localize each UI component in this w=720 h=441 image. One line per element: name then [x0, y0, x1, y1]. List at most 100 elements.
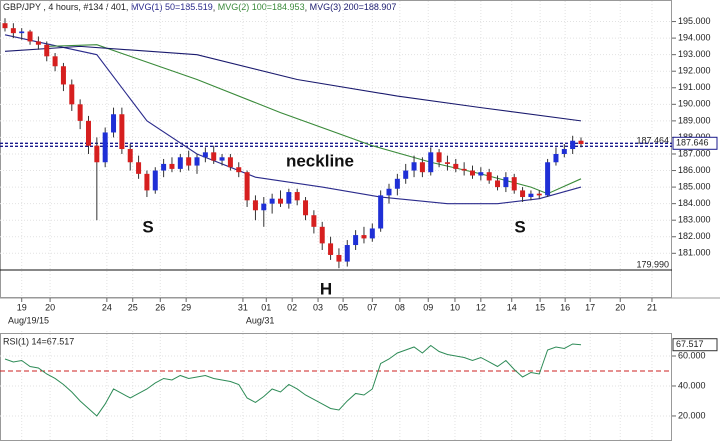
candle-body: [369, 228, 375, 239]
candle-body: [94, 145, 100, 163]
candle-body: [469, 170, 475, 176]
candle-body: [386, 188, 392, 196]
candle-body: [119, 114, 125, 150]
candle-body: [303, 200, 309, 216]
x-tick-label: 15: [535, 302, 545, 312]
chart-title: GBP/JPY , 4 hours, #134 / 401, MVG(1) 50…: [3, 2, 396, 12]
candle-body: [236, 167, 242, 173]
last-value-label: 67.517: [676, 339, 704, 349]
rsi-panel: [0, 333, 672, 441]
y-tick-label: 183.000: [678, 215, 711, 225]
y-tick-label: 192.000: [678, 66, 711, 76]
x-tick-label: 16: [560, 302, 570, 312]
candle-body: [545, 162, 551, 196]
candle-body: [102, 132, 108, 163]
candle-body: [311, 215, 317, 227]
x-tick-label: 20: [615, 302, 625, 312]
candle-body: [152, 170, 158, 191]
candle-body: [52, 56, 58, 67]
x-tick-label: 01: [261, 302, 271, 312]
annotation: neckline: [286, 151, 354, 170]
candle-body: [227, 157, 233, 168]
candle-body: [269, 198, 275, 204]
x-tick-label: 07: [367, 302, 377, 312]
candle-body: [111, 114, 117, 133]
candle-body: [553, 153, 559, 163]
x-month-label: Aug/31: [246, 315, 275, 325]
candle-body: [10, 28, 16, 34]
level-label: 187.464: [636, 136, 669, 146]
level-label: 179.990: [636, 259, 669, 269]
y-tick-label: 185.000: [678, 181, 711, 191]
x-tick-label: 20: [45, 302, 55, 312]
candle-body: [202, 152, 208, 158]
candle-body: [520, 190, 526, 198]
candle-body: [328, 243, 334, 255]
candle-body: [194, 157, 200, 166]
x-tick-label: 19: [17, 302, 27, 312]
rsi-title: RSI(1) 14=67.517: [3, 336, 74, 346]
candle-body: [495, 180, 501, 188]
candle-body: [294, 192, 300, 201]
candle-body: [252, 200, 258, 211]
y-tick-label: 60.000: [678, 350, 706, 360]
x-tick-label: 10: [450, 302, 460, 312]
candle-body: [578, 140, 584, 145]
candle-body: [27, 31, 33, 42]
candle-body: [261, 203, 267, 211]
last-value-box: [672, 338, 718, 352]
y-tick-label: 189.000: [678, 115, 711, 125]
candle-body: [19, 31, 25, 34]
candle-body: [353, 235, 359, 246]
y-tick-label: 195.000: [678, 16, 711, 26]
rsi-line: [4, 343, 582, 417]
candle-body: [344, 245, 350, 262]
candle-body: [44, 44, 50, 57]
candle-body: [169, 163, 175, 169]
candle-body: [403, 170, 409, 179]
candle-body: [570, 140, 576, 150]
y-tick-label: 40.000: [678, 380, 706, 390]
moving-average: [4, 45, 582, 122]
y-tick-label: 194.000: [678, 32, 711, 42]
x-tick-label: 31: [238, 302, 248, 312]
y-tick-label: 187.000: [678, 148, 711, 158]
legend-entry: MVG(2) 100=184.953: [218, 2, 305, 12]
candle-body: [436, 152, 442, 163]
candle-body: [486, 172, 492, 181]
candle-body: [428, 152, 434, 173]
legend-entry: MVG(3) 200=188.907: [310, 2, 397, 12]
candle-body: [528, 193, 534, 198]
y-tick-label: 181.000: [678, 248, 711, 258]
x-tick-label: 24: [102, 302, 112, 312]
x-tick-label: 17: [585, 302, 595, 312]
candle-body: [85, 120, 91, 146]
y-tick-label: 186.000: [678, 165, 711, 175]
x-tick-label: 08: [395, 302, 405, 312]
candle-body: [561, 149, 567, 154]
x-tick-label: 14: [507, 302, 517, 312]
candle-body: [453, 163, 459, 169]
annotation: S: [142, 217, 153, 236]
candle-body: [378, 195, 384, 229]
last-price-label: 187.646: [676, 138, 709, 148]
candle-body: [319, 226, 325, 244]
candle-body: [219, 157, 225, 161]
y-tick-label: 182.000: [678, 231, 711, 241]
candle-body: [177, 157, 183, 169]
x-tick-label: 05: [338, 302, 348, 312]
candle-body: [444, 162, 450, 164]
candle-body: [35, 41, 41, 45]
title: GBP/JPY , 4 hours, #134 / 401,: [3, 2, 128, 12]
x-tick-label: 09: [423, 302, 433, 312]
candle-body: [277, 198, 283, 204]
y-tick-label: 193.000: [678, 49, 711, 59]
x-tick-label: 26: [155, 302, 165, 312]
moving-average: [4, 34, 582, 205]
candle-body: [69, 84, 75, 105]
candle-body: [144, 173, 150, 191]
candle-body: [60, 66, 66, 85]
candle-body: [511, 177, 517, 191]
candle-body: [461, 168, 467, 171]
x-tick-label: 21: [647, 302, 657, 312]
